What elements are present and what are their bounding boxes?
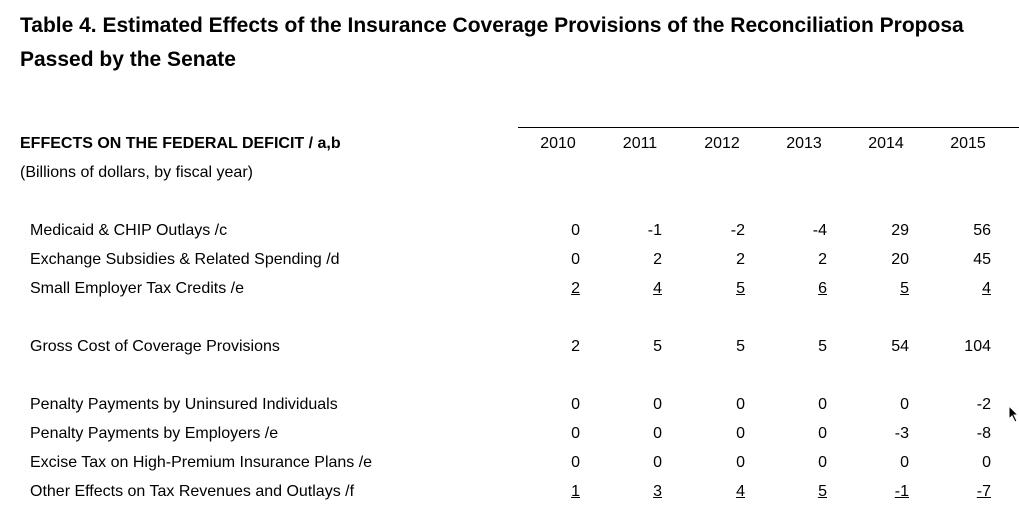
cell-value: -7 [976,483,991,500]
cell-value: 104 [964,338,991,355]
row-label: Exchange Subsidies & Related Spending /d [30,251,340,268]
cell-value: 4 [982,280,991,297]
cell-value: 0 [653,396,662,413]
cell-value: 0 [900,454,909,471]
cell-value: 0 [571,396,580,413]
cell-value: 54 [891,338,909,355]
table-row: Penalty Payments by Employers /e 0 0 0 0 -3 -8 [0,425,1019,447]
cell-value: 5 [736,280,745,297]
cell-value: 0 [818,454,827,471]
cell-value: 6 [818,280,827,297]
table-title-line2: Passed by the Senate [20,48,236,71]
table-row: Small Employer Tax Credits /e 2 4 5 6 5 4 [0,280,1019,302]
cell-value: 5 [900,280,909,297]
row-label: Penalty Payments by Uninsured Individual… [30,396,338,413]
cell-value: -2 [976,396,991,413]
table-row: Other Effects on Tax Revenues and Outlay… [0,483,1019,505]
cell-value: 45 [973,251,991,268]
cell-value: 56 [973,222,991,239]
table-title: Table 4. Estimated Effects of the Insura… [20,14,964,37]
year-header: 2015 [950,135,986,152]
cell-value: 29 [891,222,909,239]
cell-value: -2 [730,222,745,239]
year-header: 2010 [540,135,576,152]
cell-value: 0 [736,454,745,471]
cell-value: 5 [818,338,827,355]
cell-value: 0 [982,454,991,471]
table-row: Penalty Payments by Uninsured Individual… [0,396,1019,418]
section-heading: EFFECTS ON THE FEDERAL DEFICIT / a,b [20,135,341,152]
cell-value: 0 [653,425,662,442]
cell-value: 4 [736,483,745,500]
cell-value: -8 [976,425,991,442]
cell-value: 0 [900,396,909,413]
cell-value: -1 [894,483,909,500]
year-header: 2014 [868,135,904,152]
cell-value: 5 [818,483,827,500]
row-label: Small Employer Tax Credits /e [30,280,244,297]
table-row: Gross Cost of Coverage Provisions 2 5 5 5 54 1… [0,338,1019,360]
cell-value: 0 [571,454,580,471]
cell-value: 0 [736,396,745,413]
table-row: Excise Tax on High-Premium Insurance Pla… [0,454,1019,476]
cell-value: 5 [653,338,662,355]
cell-value: 2 [571,338,580,355]
cell-value: 3 [653,483,662,500]
year-header: 2011 [622,135,658,152]
header-rule [518,127,1019,128]
cell-value: -1 [647,222,662,239]
cell-value: 2 [571,280,580,297]
cell-value: 0 [736,425,745,442]
cell-value: 5 [736,338,745,355]
cell-value: 0 [653,454,662,471]
row-label: Medicaid & CHIP Outlays /c [30,222,228,239]
cell-value: 4 [653,280,662,297]
row-label: Excise Tax on High-Premium Insurance Pla… [30,454,373,471]
cell-value: 1 [571,483,580,500]
cell-value: -3 [894,425,909,442]
cell-value: 20 [891,251,909,268]
cell-value: 0 [571,251,580,268]
cell-value: 2 [736,251,745,268]
row-label: Penalty Payments by Employers /e [30,425,279,442]
cell-value: 0 [571,425,580,442]
units-note: (Billions of dollars, by fiscal year) [20,164,253,181]
cell-value: 2 [653,251,662,268]
cell-value: 0 [571,222,580,239]
table-row: Medicaid & CHIP Outlays /c 0 -1 -2 -4 29 56 [0,222,1019,244]
year-header: 2012 [704,135,740,152]
table-row: Exchange Subsidies & Related Spending /d… [0,251,1019,273]
cell-value: 0 [818,396,827,413]
cell-value: 0 [818,425,827,442]
cell-value: -4 [812,222,827,239]
mouse-cursor-icon [1008,405,1019,423]
row-label: Gross Cost of Coverage Provisions [30,338,280,355]
row-label: Other Effects on Tax Revenues and Outlay… [30,483,355,500]
cell-value: 2 [818,251,827,268]
year-header: 2013 [786,135,822,152]
